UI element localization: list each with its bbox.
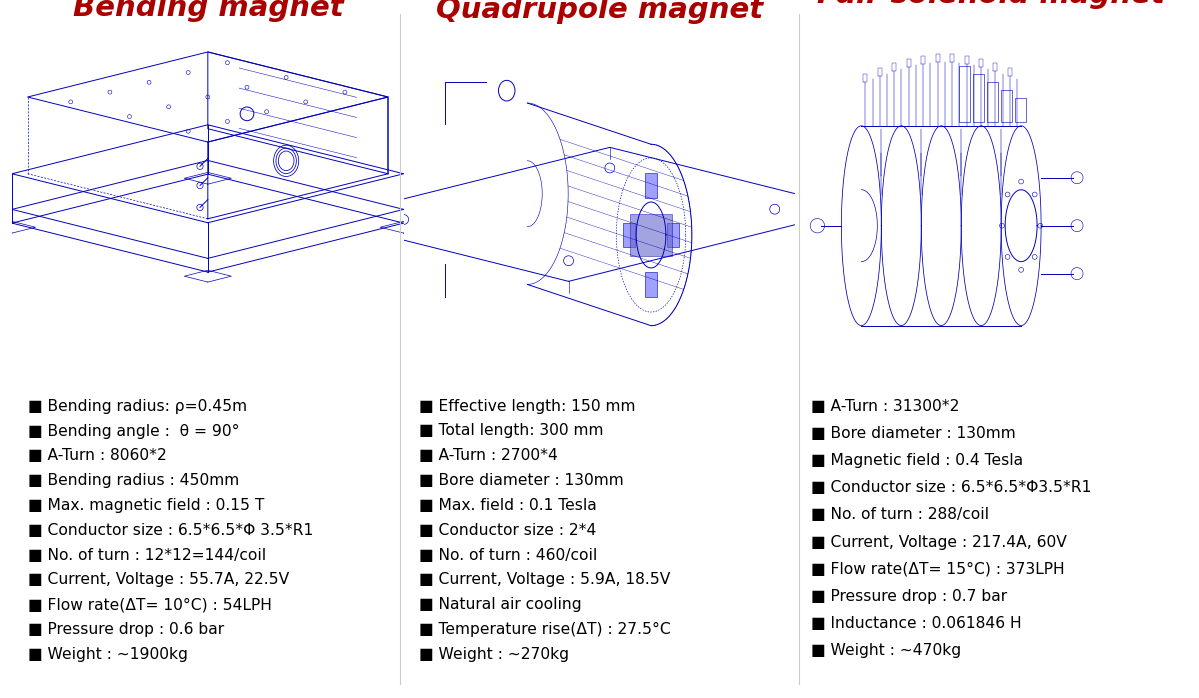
Text: ■ Natural air cooling: ■ Natural air cooling bbox=[420, 597, 582, 612]
Text: ■ Total length: 300 mm: ■ Total length: 300 mm bbox=[420, 424, 604, 438]
Text: ■ Max. magnetic field : 0.15 T: ■ Max. magnetic field : 0.15 T bbox=[28, 498, 264, 513]
Text: ■ Weight : ~270kg: ■ Weight : ~270kg bbox=[420, 647, 570, 662]
Text: ■ Max. field : 0.1 Tesla: ■ Max. field : 0.1 Tesla bbox=[420, 498, 597, 513]
Text: ■ Temperature rise(ΔT) : 27.5°C: ■ Temperature rise(ΔT) : 27.5°C bbox=[420, 622, 671, 637]
Text: ■ A-Turn : 2700*4: ■ A-Turn : 2700*4 bbox=[420, 448, 559, 463]
Text: ■ Weight : ~1900kg: ■ Weight : ~1900kg bbox=[28, 647, 187, 662]
Text: ■ Conductor size : 6.5*6.5*Φ 3.5*R1: ■ Conductor size : 6.5*6.5*Φ 3.5*R1 bbox=[28, 523, 313, 537]
Text: ■ Weight : ~470kg: ■ Weight : ~470kg bbox=[811, 644, 962, 658]
Text: ■ Bore diameter : 130mm: ■ Bore diameter : 130mm bbox=[811, 426, 1016, 441]
Text: ■ Conductor size : 6.5*6.5*Φ3.5*R1: ■ Conductor size : 6.5*6.5*Φ3.5*R1 bbox=[811, 480, 1091, 495]
Text: ■ Flow rate(ΔT= 10°C) : 54LPH: ■ Flow rate(ΔT= 10°C) : 54LPH bbox=[28, 597, 271, 612]
Polygon shape bbox=[667, 223, 680, 247]
Text: ■ No. of turn : 12*12=144/coil: ■ No. of turn : 12*12=144/coil bbox=[28, 547, 266, 563]
Text: ■ A-Turn : 31300*2: ■ A-Turn : 31300*2 bbox=[811, 399, 959, 414]
Text: ■ Current, Voltage : 217.4A, 60V: ■ Current, Voltage : 217.4A, 60V bbox=[811, 535, 1067, 549]
Text: ■ No. of turn : 460/coil: ■ No. of turn : 460/coil bbox=[420, 547, 597, 563]
Polygon shape bbox=[622, 223, 635, 247]
Text: ■ A-Turn : 8060*2: ■ A-Turn : 8060*2 bbox=[28, 448, 167, 463]
Text: ■ Inductance : 0.061846 H: ■ Inductance : 0.061846 H bbox=[811, 616, 1022, 631]
Text: ■ Bending radius: ρ=0.45m: ■ Bending radius: ρ=0.45m bbox=[28, 399, 247, 414]
Text: ■ Pressure drop : 0.6 bar: ■ Pressure drop : 0.6 bar bbox=[28, 622, 224, 637]
Title: Pair solenoid magnet: Pair solenoid magnet bbox=[818, 0, 1165, 9]
Text: ■ Effective length: 150 mm: ■ Effective length: 150 mm bbox=[420, 399, 635, 414]
Text: ■ Flow rate(ΔT= 15°C) : 373LPH: ■ Flow rate(ΔT= 15°C) : 373LPH bbox=[811, 562, 1065, 577]
Text: ■ Bending angle :  θ = 90°: ■ Bending angle : θ = 90° bbox=[28, 424, 239, 438]
Polygon shape bbox=[645, 173, 657, 198]
Text: ■ Pressure drop : 0.7 bar: ■ Pressure drop : 0.7 bar bbox=[811, 589, 1007, 604]
Text: ■ Bore diameter : 130mm: ■ Bore diameter : 130mm bbox=[420, 473, 625, 488]
Title: Quadrupole magnet: Quadrupole magnet bbox=[436, 0, 763, 24]
Text: ■ Current, Voltage : 5.9A, 18.5V: ■ Current, Voltage : 5.9A, 18.5V bbox=[420, 572, 670, 588]
Text: ■ Conductor size : 2*4: ■ Conductor size : 2*4 bbox=[420, 523, 597, 537]
Polygon shape bbox=[631, 214, 671, 255]
Polygon shape bbox=[645, 272, 657, 297]
Text: ■ Bending radius : 450mm: ■ Bending radius : 450mm bbox=[28, 473, 239, 488]
Text: ■ Magnetic field : 0.4 Tesla: ■ Magnetic field : 0.4 Tesla bbox=[811, 453, 1023, 468]
Text: ■ Current, Voltage : 55.7A, 22.5V: ■ Current, Voltage : 55.7A, 22.5V bbox=[28, 572, 289, 588]
Title: Bending magnet: Bending magnet bbox=[72, 0, 343, 22]
Text: ■ No. of turn : 288/coil: ■ No. of turn : 288/coil bbox=[811, 507, 989, 522]
